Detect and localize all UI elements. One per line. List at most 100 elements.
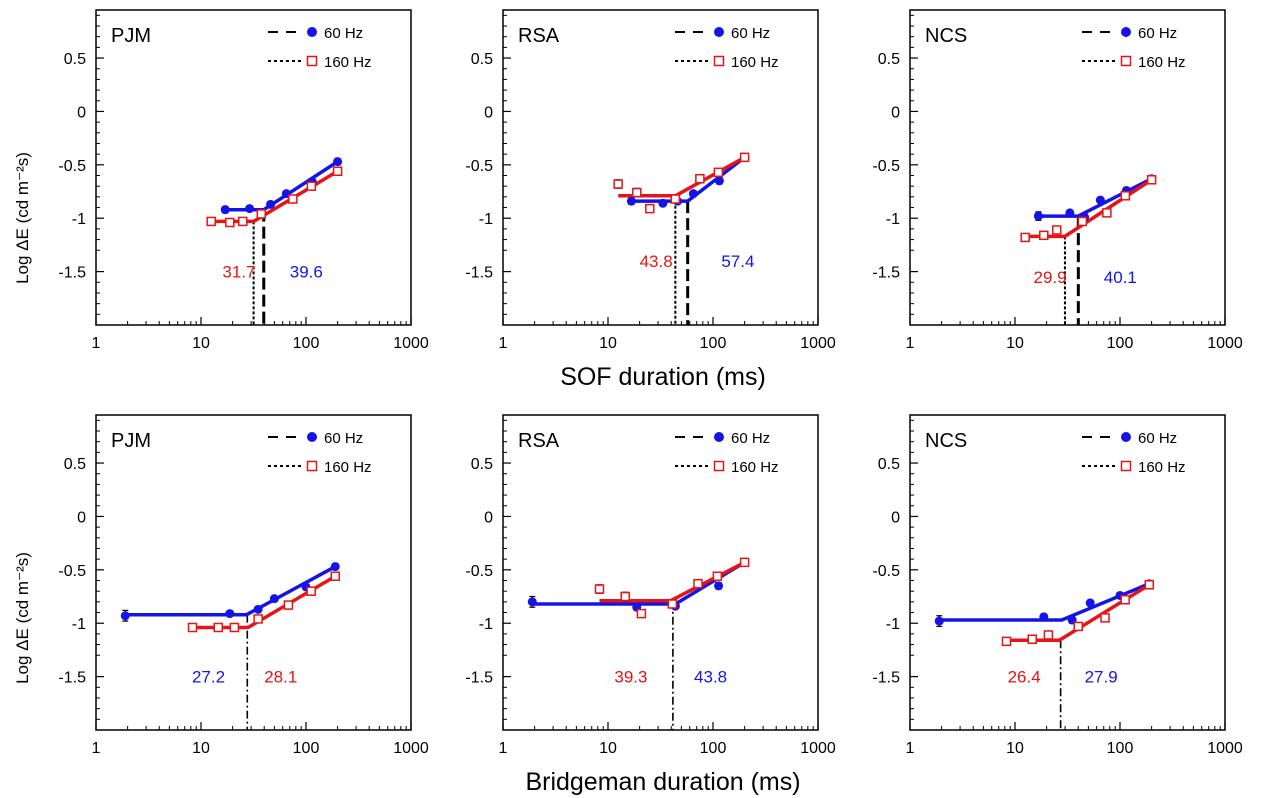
- data-point-160hz: [695, 173, 705, 184]
- data-point-160hz: [594, 584, 605, 594]
- legend-label-160hz: 160 Hz: [731, 54, 779, 71]
- data-point-160hz: [670, 194, 681, 204]
- y-tick-label: -0.5: [872, 158, 900, 175]
- legend-marker-60hz: [307, 432, 317, 442]
- data-point-60hz: [1085, 598, 1095, 608]
- data-point-160hz: [1100, 613, 1110, 623]
- data-point-160hz: [288, 194, 298, 204]
- data-point-60hz: [1039, 612, 1049, 622]
- y-tick-label: -1: [479, 616, 493, 633]
- data-point-160hz: [283, 600, 294, 610]
- data-point-60hz: [253, 604, 263, 614]
- plot-frame: [502, 414, 819, 731]
- plot-frame: [95, 9, 412, 326]
- y-tick-label: -0.5: [465, 563, 493, 580]
- data-point-160hz: [1027, 634, 1038, 644]
- legend-label-60hz: 60 Hz: [1138, 430, 1177, 447]
- breakpoint-label: 40.1: [1104, 268, 1137, 287]
- y-tick-label: 0: [484, 509, 493, 526]
- data-point-160hz: [332, 166, 343, 176]
- x-tick-label: 1: [499, 335, 508, 352]
- data-point-160hz: [620, 591, 631, 602]
- panel-title: PJM: [111, 25, 151, 47]
- data-point-160hz: [306, 586, 316, 596]
- x-tick-label: 1: [499, 740, 508, 757]
- data-point-60hz: [225, 609, 235, 619]
- breakpoint-label: 31.7: [222, 263, 255, 282]
- panel-title: RSA: [518, 25, 560, 47]
- data-point-60hz: [1065, 208, 1075, 218]
- fit-line-60hz: [532, 560, 746, 606]
- data-point-160hz: [1077, 216, 1088, 227]
- breakpoint-label: 27.9: [1085, 668, 1118, 687]
- data-point-160hz: [1120, 191, 1131, 201]
- y-tick-label: 0.5: [878, 456, 900, 473]
- chart-panel-0: 1 10 100 1000 0.5 0 -0.5 -1 -1.5 PJM 60 Hz 160 Hz 31…: [58, 9, 429, 352]
- data-point-160hz: [636, 608, 647, 619]
- data-point-160hz: [1052, 225, 1062, 235]
- plot-frame: [95, 414, 412, 731]
- legend-label-160hz: 160 Hz: [324, 54, 372, 71]
- data-point-160hz: [1146, 175, 1157, 185]
- panel-title: PJM: [111, 430, 151, 452]
- data-point-60hz: [245, 204, 255, 214]
- x-tick-label: 100: [293, 740, 320, 757]
- data-point-160hz: [613, 179, 623, 189]
- data-point-60hz: [934, 616, 944, 626]
- x-axis-label-top: SOF duration (ms): [560, 363, 766, 391]
- y-tick-label: -1.5: [872, 265, 900, 282]
- data-point-60hz: [1095, 195, 1105, 205]
- data-point-60hz: [266, 199, 276, 209]
- data-point-60hz: [658, 198, 668, 208]
- data-point-160hz: [712, 571, 723, 581]
- data-point-160hz: [1001, 636, 1012, 647]
- y-tick-label: -1.5: [465, 265, 493, 282]
- breakpoint-label: 27.2: [192, 668, 225, 687]
- data-point-160hz: [1144, 580, 1155, 590]
- fit-line-160hz: [192, 574, 337, 630]
- legend-label-60hz: 60 Hz: [324, 430, 363, 447]
- y-tick-label: 0.5: [64, 51, 86, 68]
- data-point-160hz: [739, 152, 750, 163]
- x-tick-label: 1000: [800, 740, 836, 757]
- y-tick-label: 0: [77, 509, 86, 526]
- legend-marker-160hz: [1120, 460, 1132, 472]
- y-tick-label: -1.5: [872, 670, 900, 687]
- x-tick-label: 10: [599, 740, 617, 757]
- data-point-60hz: [688, 189, 698, 199]
- legend-marker-160hz: [713, 460, 725, 472]
- legend-marker-160hz: [713, 55, 725, 67]
- y-tick-label: -1: [72, 616, 86, 633]
- data-point-60hz: [330, 562, 340, 572]
- data-point-60hz: [714, 176, 724, 186]
- data-point-160hz: [1020, 232, 1030, 243]
- data-point-160hz: [645, 203, 655, 214]
- data-point-160hz: [256, 209, 267, 219]
- data-point-160hz: [1073, 621, 1083, 632]
- data-point-60hz: [714, 581, 724, 591]
- legend-marker-60hz: [1121, 432, 1131, 442]
- x-axis-label-bottom: Bridgeman duration (ms): [525, 768, 800, 796]
- x-tick-label: 1: [92, 740, 101, 757]
- x-tick-label: 1000: [393, 740, 429, 757]
- plot-frame: [909, 414, 1226, 731]
- legend-marker-160hz: [306, 55, 318, 67]
- fit-line-60hz: [1038, 177, 1153, 218]
- plot-frame: [909, 9, 1226, 326]
- data-point-160hz: [739, 557, 750, 568]
- x-tick-label: 1: [906, 740, 915, 757]
- data-point-160hz: [187, 622, 198, 633]
- legend-marker-160hz: [1120, 55, 1132, 67]
- y-tick-label: -0.5: [58, 563, 86, 580]
- y-tick-label: 0.5: [878, 51, 900, 68]
- data-point-160hz: [1039, 230, 1049, 241]
- x-tick-label: 1: [92, 335, 101, 352]
- x-tick-label: 10: [599, 335, 617, 352]
- x-tick-label: 10: [192, 335, 210, 352]
- x-tick-label: 100: [700, 740, 727, 757]
- y-tick-label: 0.5: [471, 456, 493, 473]
- y-tick-label: -1.5: [465, 670, 493, 687]
- y-axis-label-bottom: Log ΔE (cd m⁻²s): [13, 552, 32, 684]
- y-tick-label: 0.5: [64, 456, 86, 473]
- y-tick-label: -1: [72, 211, 86, 228]
